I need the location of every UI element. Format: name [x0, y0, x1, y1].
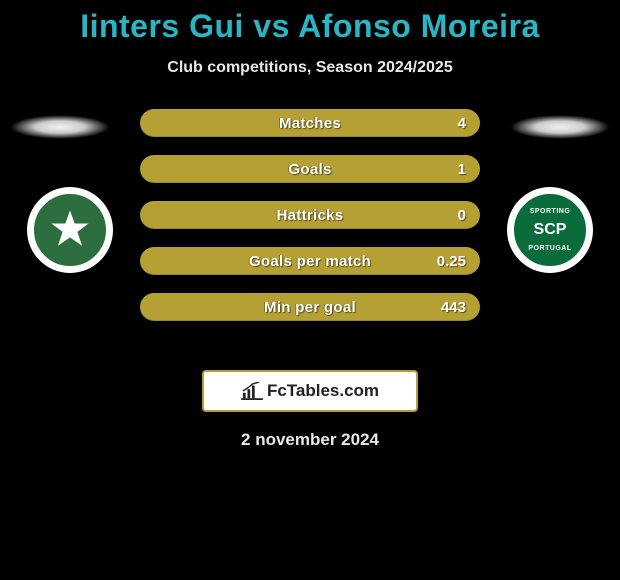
crest-circle-left	[27, 187, 113, 273]
chart-icon	[241, 382, 263, 400]
stat-label: Matches	[279, 115, 341, 132]
stat-right-value: 1	[458, 155, 466, 183]
team-crest-left	[20, 185, 120, 275]
stat-label: Min per goal	[264, 299, 356, 316]
stat-row: Hattricks 0	[140, 201, 480, 229]
stat-label: Goals per match	[249, 253, 371, 270]
stat-right-value: 0	[458, 201, 466, 229]
stat-row: Goals per match 0.25	[140, 247, 480, 275]
stat-right-value: 4	[458, 109, 466, 137]
spotlight-right	[510, 115, 610, 139]
spotlight-left	[10, 115, 110, 139]
subtitle: Club competitions, Season 2024/2025	[167, 59, 452, 77]
stat-row: Goals 1	[140, 155, 480, 183]
page-title: Iinters Gui vs Afonso Moreira	[80, 8, 540, 45]
brand-text: FcTables.com	[267, 381, 379, 401]
brand-box[interactable]: FcTables.com	[202, 370, 418, 412]
crest-inner-right: SPORTING SCP PORTUGAL	[514, 194, 586, 266]
crest-star-icon	[45, 205, 95, 255]
stat-row: Matches 4	[140, 109, 480, 137]
stat-label: Goals	[288, 161, 331, 178]
team-crest-right: SPORTING SCP PORTUGAL	[500, 185, 600, 275]
stat-right-value: 443	[441, 293, 466, 321]
crest-circle-right: SPORTING SCP PORTUGAL	[507, 187, 593, 273]
stat-row: Min per goal 443	[140, 293, 480, 321]
date-text: 2 november 2024	[241, 430, 379, 450]
middle-section: SPORTING SCP PORTUGAL Matches 4 Goals 1 …	[0, 105, 620, 350]
stat-right-value: 0.25	[437, 247, 466, 275]
comparison-card: Iinters Gui vs Afonso Moreira Club compe…	[0, 0, 620, 450]
crest-right-top-text: SPORTING	[530, 208, 571, 215]
stat-label: Hattricks	[277, 207, 344, 224]
crest-inner-left	[34, 194, 106, 266]
crest-right-bottom-text: PORTUGAL	[528, 245, 571, 252]
stats-list: Matches 4 Goals 1 Hattricks 0 Goals per …	[140, 109, 480, 321]
crest-right-center-text: SCP	[534, 221, 567, 239]
